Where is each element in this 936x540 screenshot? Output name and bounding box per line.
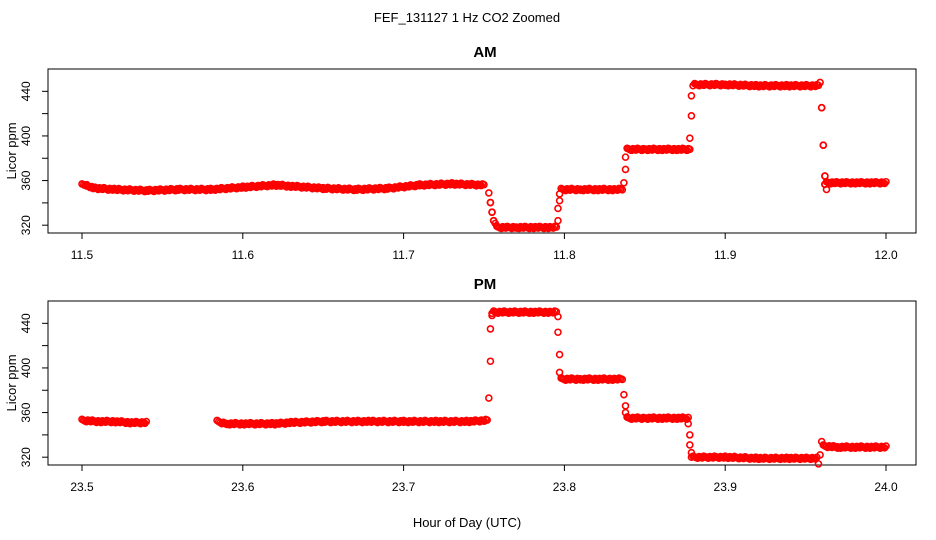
pm-data-point bbox=[814, 460, 823, 468]
am-data-point bbox=[621, 165, 630, 174]
am-data-point bbox=[554, 216, 562, 225]
am-data-point bbox=[486, 198, 495, 207]
figure-title: FEF_131127 1 Hz CO2 Zoomed bbox=[374, 10, 560, 25]
pm-panel: PM 320 360 400 440 23.5 23.6 23.7 23.8 23.9 24.0… bbox=[4, 276, 917, 494]
pm-data-point bbox=[618, 375, 627, 384]
am-y-axis: 320 360 400 440 bbox=[19, 81, 48, 235]
pm-x-tick-label: 23.8 bbox=[553, 480, 577, 494]
am-data-point bbox=[686, 145, 694, 154]
am-data-point bbox=[618, 186, 627, 194]
am-y-tick-label: 400 bbox=[19, 126, 33, 146]
pm-data-point bbox=[486, 357, 495, 366]
pm-data-point bbox=[620, 390, 628, 399]
am-x-axis: 11.5 11.6 11.7 11.8 11.9 12.0 bbox=[71, 233, 898, 262]
pm-data-point bbox=[485, 394, 493, 402]
am-data-point bbox=[488, 208, 496, 216]
am-panel-title: AM bbox=[473, 44, 496, 61]
pm-data-point bbox=[882, 442, 890, 450]
pm-x-axis: 23.5 23.6 23.7 23.8 23.9 24.0 bbox=[70, 465, 898, 494]
am-data-point bbox=[687, 112, 696, 120]
am-data-point bbox=[817, 103, 826, 112]
pm-y-tick-label: 440 bbox=[19, 313, 33, 333]
pm-data-point bbox=[621, 402, 630, 410]
am-data-point bbox=[480, 180, 488, 189]
pm-panel-title: PM bbox=[474, 276, 497, 293]
am-data-point bbox=[687, 91, 696, 100]
am-x-tick-label: 11.6 bbox=[232, 248, 255, 262]
pm-x-tick-label: 24.0 bbox=[874, 480, 898, 494]
pm-y-axis-label: Licor ppm bbox=[4, 354, 19, 411]
am-data-point bbox=[816, 78, 824, 87]
x-axis-title: Hour of Day (UTC) bbox=[413, 515, 521, 530]
am-x-tick-label: 11.9 bbox=[714, 248, 737, 262]
am-x-tick-label: 12.0 bbox=[874, 248, 898, 262]
pm-data-point bbox=[141, 419, 149, 428]
pm-x-tick-label: 23.7 bbox=[392, 480, 416, 494]
am-data-point bbox=[620, 178, 628, 187]
am-plot-frame bbox=[47, 68, 917, 234]
am-data-point bbox=[882, 177, 890, 186]
am-data-point bbox=[686, 134, 694, 142]
am-y-tick-label: 360 bbox=[19, 170, 33, 190]
pm-data-point bbox=[686, 441, 694, 449]
am-x-tick-label: 11.8 bbox=[553, 248, 576, 262]
pm-y-tick-label: 400 bbox=[19, 358, 33, 378]
pm-data-point bbox=[880, 444, 889, 452]
pm-data-points bbox=[78, 307, 890, 468]
am-x-tick-label: 11.7 bbox=[392, 248, 415, 262]
am-data-points bbox=[78, 78, 890, 233]
am-data-point bbox=[621, 153, 630, 161]
am-y-tick-label: 440 bbox=[19, 81, 33, 101]
am-data-point bbox=[819, 141, 828, 150]
pm-y-tick-label: 360 bbox=[19, 402, 33, 422]
am-data-point bbox=[554, 204, 562, 213]
pm-data-point bbox=[686, 431, 694, 439]
pm-data-point bbox=[142, 417, 151, 426]
pm-data-point bbox=[483, 416, 492, 424]
pm-data-point bbox=[554, 328, 562, 337]
am-panel: AM 320 360 400 440 11.5 11.6 11.7 11.8 11.9 12.0… bbox=[4, 44, 917, 262]
pm-data-point bbox=[486, 325, 495, 333]
pm-y-tick-label: 320 bbox=[19, 447, 33, 467]
pm-x-tick-label: 23.5 bbox=[70, 480, 94, 494]
pm-y-axis: 320 360 400 440 bbox=[19, 313, 48, 467]
am-data-point bbox=[485, 189, 493, 197]
pm-x-tick-label: 23.6 bbox=[231, 480, 255, 494]
pm-x-tick-label: 23.9 bbox=[714, 480, 738, 494]
am-x-tick-label: 11.5 bbox=[71, 248, 94, 262]
pm-data-point bbox=[621, 408, 630, 417]
am-y-tick-label: 320 bbox=[19, 215, 33, 235]
am-data-point bbox=[880, 179, 889, 188]
am-data-point bbox=[822, 185, 831, 194]
am-data-point bbox=[555, 196, 564, 205]
pm-data-point bbox=[684, 419, 693, 428]
pm-data-point bbox=[555, 350, 564, 359]
pm-plot-frame bbox=[47, 300, 917, 466]
pm-data-point bbox=[816, 451, 824, 459]
pm-data-point bbox=[554, 312, 562, 321]
am-y-axis-label: Licor ppm bbox=[4, 122, 19, 179]
